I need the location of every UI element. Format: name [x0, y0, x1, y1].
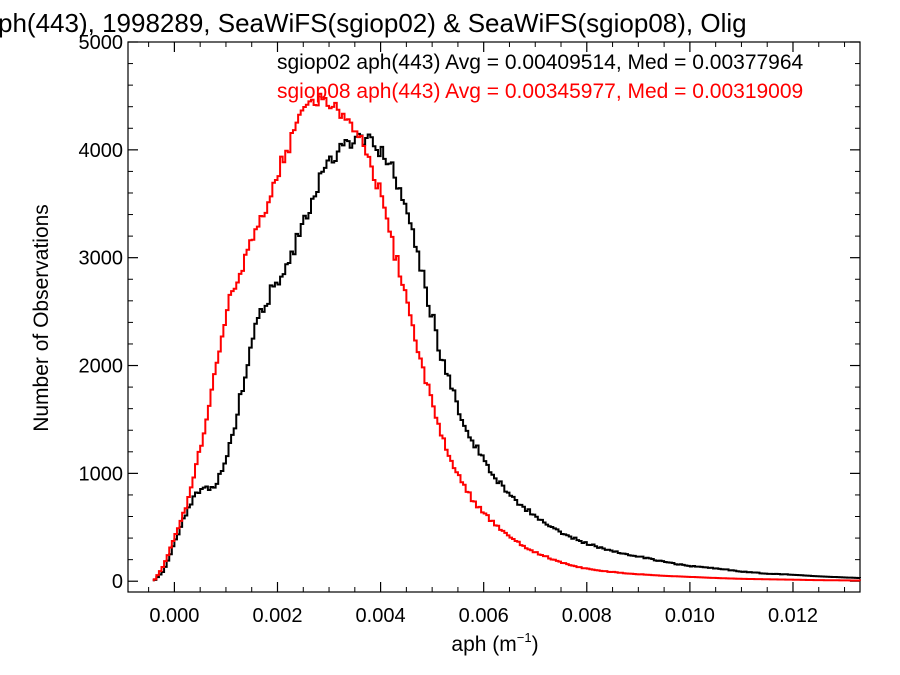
y-tick-label: 4000 [79, 140, 124, 162]
plot-border [127, 41, 861, 593]
series-layer [152, 92, 861, 582]
x-axis-label-main: aph (m [451, 633, 516, 656]
y-tick-label: 2000 [79, 356, 124, 378]
series-annotation-sgiop08: sgiop08 aph(443) Avg = 0.00345977, Med =… [277, 80, 803, 103]
x-tick-label: 0.006 [459, 605, 509, 627]
y-tick-label: 3000 [79, 248, 124, 270]
y-tick-label: 5000 [79, 32, 124, 54]
plot-frame [127, 41, 861, 593]
x-axis: 0.000 0.002 0.004 0.006 0.008 0.010 0.012 [148, 42, 846, 627]
x-axis-label-exponent: −1 [517, 630, 532, 645]
x-tick-label: 0.004 [356, 605, 406, 627]
series-line-sgiop02 [152, 132, 861, 582]
x-axis-label: aph (m−1) [451, 630, 538, 656]
y-tick-label: 1000 [79, 463, 124, 485]
x-tick-label: 0.012 [768, 605, 818, 627]
x-tick-label: 0.008 [562, 605, 612, 627]
y-axis-label: Number of Observations [30, 204, 53, 432]
y-tick-label: 0 [112, 571, 123, 593]
x-tick-label: 0.010 [665, 605, 715, 627]
x-tick-label: 0.000 [149, 605, 199, 627]
series-annotation-sgiop02: sgiop02 aph(443) Avg = 0.00409514, Med =… [277, 51, 804, 74]
x-tick-label: 0.002 [252, 605, 302, 627]
x-axis-label-close: ) [532, 633, 539, 656]
y-axis: 0 1000 2000 3000 4000 5000 [79, 32, 860, 593]
series-line-sgiop08 [152, 92, 861, 582]
chart-title: ph(443), 1998289, SeaWiFS(sgiop02) & Sea… [0, 8, 747, 38]
